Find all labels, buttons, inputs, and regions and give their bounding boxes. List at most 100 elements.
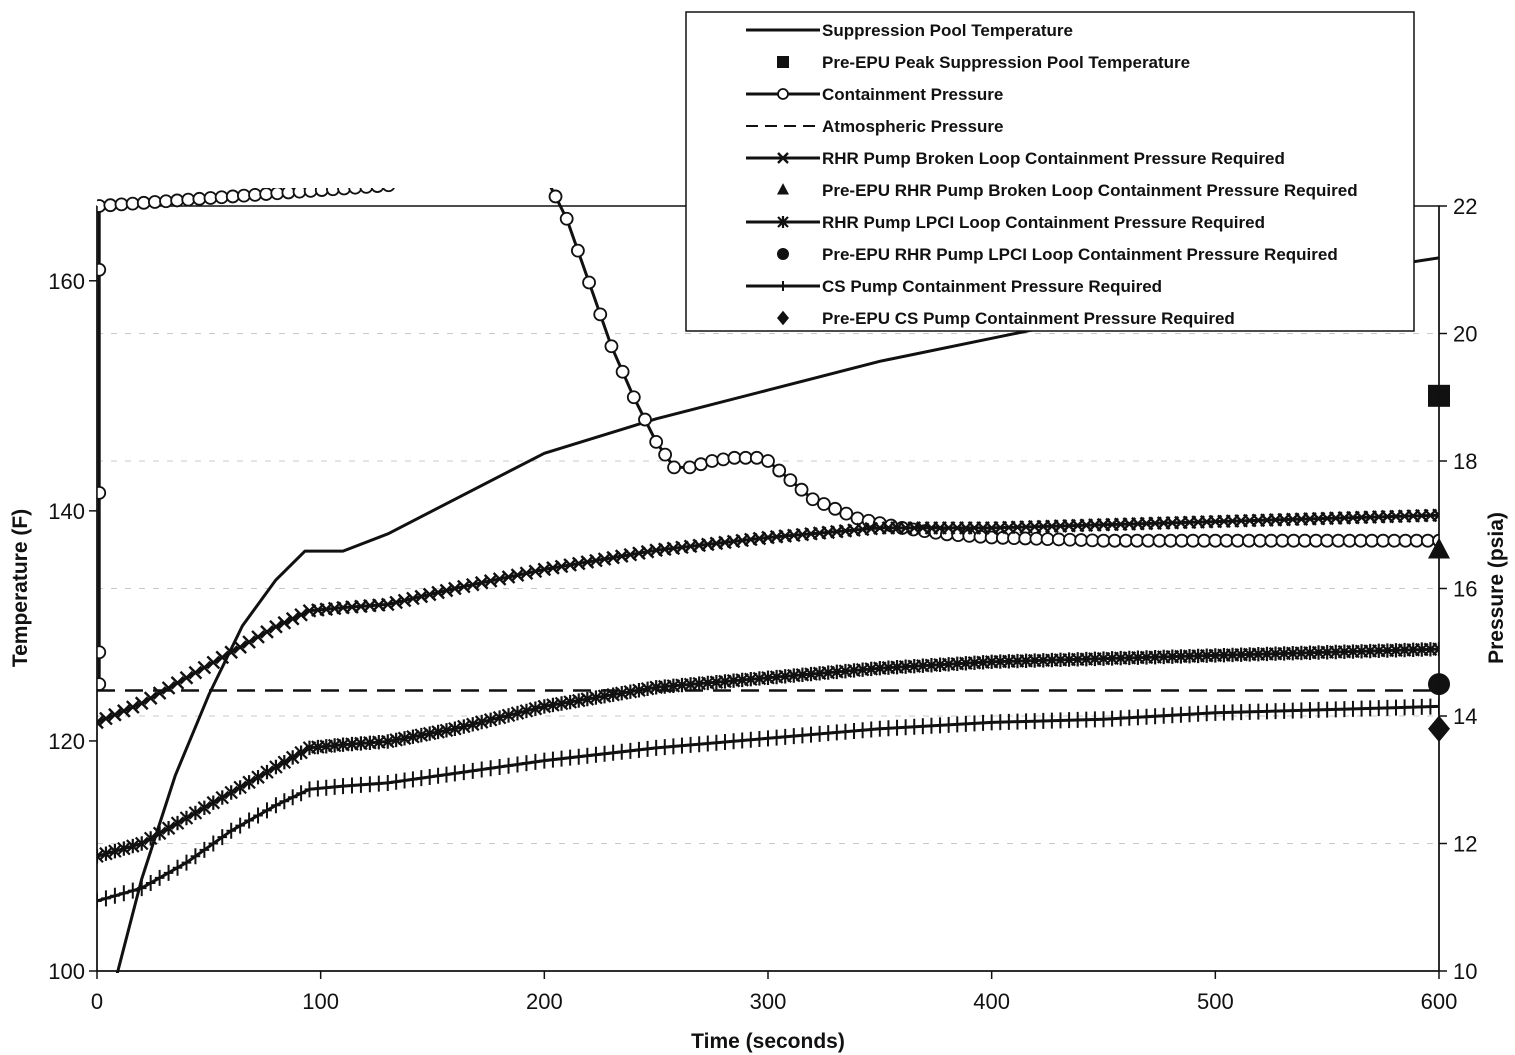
point-cs-pump-containment-pressure-required [1210, 704, 1221, 721]
point-cs-pump-containment-pressure-required [685, 736, 696, 753]
point-containment-pressure [1398, 533, 1413, 548]
point-containment-pressure [159, 194, 173, 209]
point-cs-pump-containment-pressure-required [1382, 699, 1393, 716]
point-cs-pump-containment-pressure-required [321, 779, 332, 796]
point-containment-pressure [236, 188, 251, 203]
point-rhr-pump-lpci-loop-containment-pressure-required [97, 849, 104, 864]
point-containment-pressure [705, 454, 719, 468]
point-containment-pressure [995, 530, 1010, 545]
point-rhr-pump-broken-loop-containment-pressure-required [197, 660, 212, 675]
point-containment-pressure [559, 211, 574, 226]
point-cs-pump-containment-pressure-required [253, 807, 263, 824]
point-cs-pump-containment-pressure-required [1356, 700, 1367, 717]
point-cs-pump-containment-pressure-required [279, 793, 290, 810]
point-cs-pump-containment-pressure-required [408, 771, 418, 788]
point-containment-pressure [303, 188, 318, 198]
point-cs-pump-containment-pressure-required [1296, 702, 1307, 719]
line-suppression-pool-temperature [115, 256, 1439, 973]
point-cs-pump-containment-pressure-required [494, 759, 505, 775]
point-cs-pump-containment-pressure-required [374, 775, 384, 792]
point-containment-pressure [1018, 531, 1033, 546]
point-containment-pressure [667, 460, 681, 475]
legend-entry-rhr-pump-lpci-loop-containment-pressure-required: RHR Pump LPCI Loop Containment Pressure … [746, 213, 1265, 232]
point-cs-pump-containment-pressure-required [1150, 708, 1160, 725]
point-cs-pump-containment-pressure-required [1038, 712, 1049, 729]
point-cs-pump-containment-pressure-required [181, 854, 192, 871]
point-containment-pressure [214, 190, 229, 205]
point-containment-pressure [97, 485, 107, 500]
point-cs-pump-containment-pressure-required [1244, 703, 1255, 720]
series-rhr-pump-broken-loop-containment-pressure-required [97, 508, 1439, 730]
point-cs-pump-containment-pressure-required [1339, 701, 1350, 718]
legend-label: Pre-EPU RHR Pump LPCI Loop Containment P… [822, 245, 1338, 264]
left-tick-label: 160 [48, 269, 85, 294]
point-cs-pump-containment-pressure-required [634, 741, 644, 758]
legend-label: Containment Pressure [822, 85, 1003, 104]
point-cs-pump-containment-pressure-required [172, 859, 183, 876]
point-rhr-pump-broken-loop-containment-pressure-required [170, 676, 185, 690]
point-cs-pump-containment-pressure-required [304, 781, 315, 798]
point-rhr-pump-lpci-loop-containment-pressure-required [179, 810, 194, 826]
right-tick-label: 12 [1453, 832, 1477, 857]
point-cs-pump-containment-pressure-required [909, 718, 920, 735]
point-cs-pump-containment-pressure-required [728, 733, 739, 750]
point-rhr-pump-lpci-loop-containment-pressure-required [206, 795, 221, 810]
point-cs-pump-containment-pressure-required [642, 740, 653, 757]
point-cs-pump-containment-pressure-required [1279, 702, 1289, 719]
point-containment-pressure [1118, 533, 1133, 548]
point-cs-pump-containment-pressure-required [900, 719, 911, 736]
point-rhr-pump-lpci-loop-containment-pressure-required [170, 815, 185, 831]
point-rhr-pump-lpci-loop-containment-pressure-required [285, 750, 300, 765]
point-cs-pump-containment-pressure-required [582, 747, 593, 764]
point-cs-pump-containment-pressure-required [476, 761, 487, 778]
point-cs-pump-containment-pressure-required [208, 835, 219, 852]
point-rhr-pump-lpci-loop-containment-pressure-required [197, 800, 212, 815]
point-cs-pump-containment-pressure-required [296, 785, 306, 802]
legend-entry-suppression-pool-temperature: Suppression Pool Temperature [746, 21, 1073, 40]
point-cs-pump-containment-pressure-required [1115, 710, 1126, 727]
point-cs-pump-containment-pressure-required [840, 723, 851, 740]
point-containment-pressure [1208, 533, 1223, 548]
point-cs-pump-containment-pressure-required [271, 797, 281, 814]
point-containment-pressure [638, 412, 652, 427]
legend-entry-pre-epu-rhr-pump-lpci-loop-containment-pressure-required: Pre-EPU RHR Pump LPCI Loop Containment P… [777, 245, 1338, 264]
point-rhr-pump-broken-loop-containment-pressure-required [179, 670, 194, 685]
point-cs-pump-containment-pressure-required [1408, 699, 1418, 716]
point-containment-pressure [292, 188, 307, 199]
point-containment-pressure [281, 188, 296, 200]
point-cs-pump-containment-pressure-required [1219, 704, 1229, 721]
point-cs-pump-containment-pressure-required [1141, 708, 1152, 725]
point-cs-pump-containment-pressure-required [356, 776, 366, 793]
point-cs-pump-containment-pressure-required [1004, 713, 1014, 730]
x-tick-label: 600 [1421, 989, 1458, 1014]
point-cs-pump-containment-pressure-required [416, 770, 427, 787]
point-cs-pump-containment-pressure-required [1270, 703, 1281, 720]
point-containment-pressure [1152, 533, 1167, 548]
right-axis-title: Pressure (psia) [1485, 512, 1508, 664]
point-rhr-pump-lpci-loop-containment-pressure-required [117, 841, 131, 856]
point-containment-pressure [1085, 533, 1100, 548]
point-cs-pump-containment-pressure-required [978, 714, 988, 731]
point-containment-pressure [1387, 533, 1402, 548]
legend: Suppression Pool Temperature Pre-EPU Peak… [685, 11, 1415, 332]
point-containment-pressure [97, 262, 107, 277]
point-cs-pump-containment-pressure-required [694, 736, 704, 753]
point-containment-pressure [1409, 533, 1424, 548]
point-cs-pump-containment-pressure-required [857, 722, 868, 739]
series-layer [97, 188, 1439, 973]
point-containment-pressure [1309, 533, 1323, 548]
point-containment-pressure [337, 188, 351, 196]
point-containment-pressure [382, 188, 395, 193]
point-cs-pump-containment-pressure-required [969, 715, 980, 732]
point-cs-pump-containment-pressure-required [926, 717, 937, 734]
point-cs-pump-containment-pressure-required [199, 841, 210, 858]
point-cs-pump-containment-pressure-required [1236, 704, 1246, 721]
point-rhr-pump-lpci-loop-containment-pressure-required [215, 790, 230, 805]
x-tick-label: 500 [1197, 989, 1234, 1014]
point-rhr-pump-broken-loop-containment-pressure-required [99, 711, 113, 726]
point-rhr-pump-broken-loop-containment-pressure-required [233, 640, 247, 654]
point-cs-pump-containment-pressure-required [814, 725, 825, 742]
point-rhr-pump-broken-loop-containment-pressure-required [134, 696, 149, 711]
point-rhr-pump-lpci-loop-containment-pressure-required [242, 775, 256, 790]
point-rhr-pump-lpci-loop-containment-pressure-required [294, 745, 308, 760]
